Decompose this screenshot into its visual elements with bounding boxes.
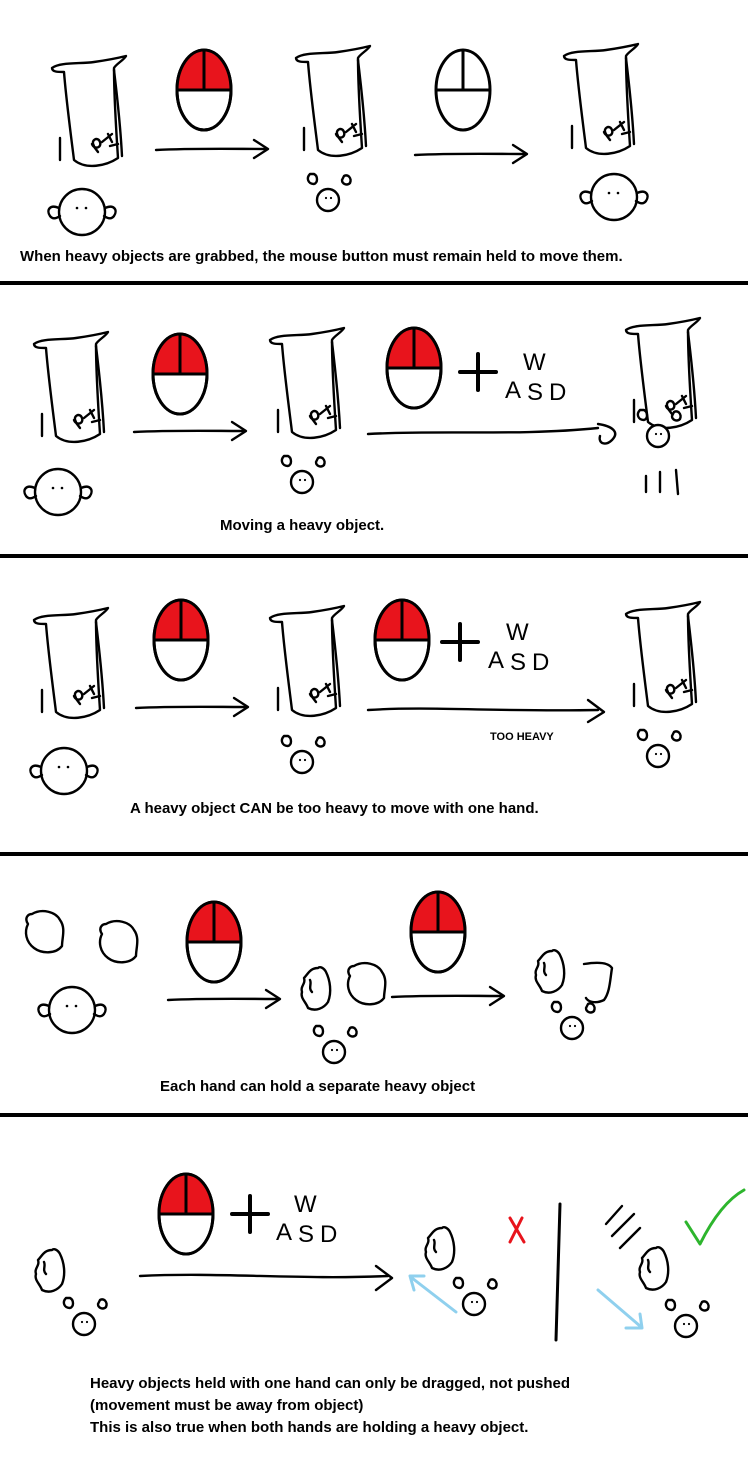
arrow-icon [390, 985, 506, 1007]
divider [554, 1202, 562, 1342]
character-icon [452, 1276, 498, 1317]
motion-lines [604, 1204, 642, 1250]
wasd-keys [276, 1191, 338, 1248]
plus-icon [458, 352, 498, 392]
too-heavy-label: TOO HEAVY [490, 731, 554, 743]
wasd-keys [488, 619, 550, 676]
mouse-icon [151, 332, 209, 416]
rock-icon [638, 1246, 670, 1291]
mouse-icon [409, 890, 467, 974]
character-icon [62, 1296, 108, 1337]
character-icon [47, 187, 117, 237]
character-icon [37, 985, 107, 1035]
statue-icon [624, 316, 702, 430]
character-icon [280, 734, 326, 775]
separator [0, 852, 748, 856]
rock-icon [98, 919, 139, 964]
character-icon [306, 172, 352, 213]
character-icon [664, 1298, 710, 1339]
rock-icon [34, 1248, 66, 1293]
cross-icon [508, 1216, 526, 1244]
mouse-icon [373, 598, 431, 682]
mouse-icon [175, 48, 233, 132]
mouse-icon [385, 326, 443, 410]
rock-icon [346, 961, 387, 1006]
check-icon [684, 1188, 746, 1246]
rock-icon [300, 966, 332, 1011]
rock-icon [24, 909, 65, 954]
caption-panel-2: Moving a heavy object. [220, 517, 385, 534]
arrow-icon [134, 696, 250, 718]
statue-icon [50, 54, 128, 168]
arrow-blue-icon [408, 1274, 458, 1314]
character-icon [636, 408, 682, 449]
arrow-icon [154, 138, 270, 160]
statue-icon [32, 330, 110, 444]
statue-icon [294, 44, 372, 158]
statue-icon [268, 326, 346, 440]
arrow-icon [166, 988, 282, 1010]
character-icon [29, 746, 99, 796]
rock-icon [534, 949, 566, 994]
mouse-icon [434, 48, 492, 132]
caption-panel-4: Each hand can hold a separate heavy obje… [160, 1078, 476, 1095]
character-icon [23, 467, 93, 517]
arrow-icon [413, 143, 529, 165]
character-icon [579, 172, 649, 222]
character-icon [550, 1000, 596, 1041]
rock-icon [424, 1226, 456, 1271]
separator [0, 1113, 748, 1117]
mouse-icon [152, 598, 210, 682]
caption-panel-5-line-2: (movement must be away from object) [90, 1397, 364, 1414]
arrow-icon [132, 420, 248, 442]
mouse-icon [157, 1172, 215, 1256]
character-icon [636, 728, 682, 769]
plus-icon [440, 622, 480, 662]
mouse-icon [185, 900, 243, 984]
plus-icon [230, 1194, 270, 1234]
separator [0, 281, 748, 285]
caption-panel-5-line-3: This is also true when both hands are ho… [90, 1419, 529, 1436]
character-icon [280, 454, 326, 495]
motion-lines [644, 468, 680, 496]
rock-icon [582, 961, 614, 1004]
statue-icon [32, 606, 110, 720]
caption-panel-5-line-1: Heavy objects held with one hand can onl… [90, 1375, 571, 1392]
caption-panel-3: A heavy object CAN be too heavy to move … [130, 800, 539, 817]
statue-icon [562, 42, 640, 156]
statue-icon [624, 600, 702, 714]
separator [0, 554, 748, 558]
caption-panel-1: When heavy objects are grabbed, the mous… [20, 248, 623, 265]
wasd-keys [505, 349, 567, 406]
character-icon [312, 1024, 358, 1065]
arrow-blue-icon [596, 1288, 644, 1330]
statue-icon [268, 604, 346, 718]
